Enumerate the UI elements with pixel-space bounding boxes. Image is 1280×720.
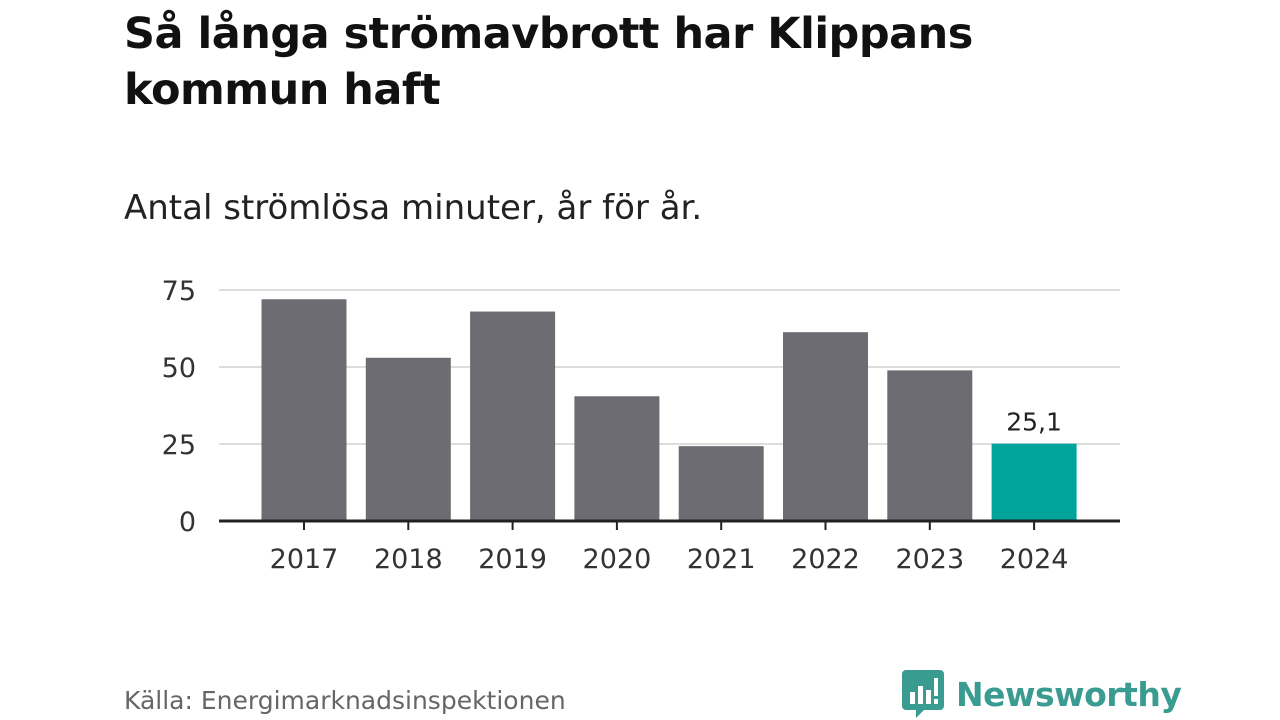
bar-2019 [470,311,556,521]
y-tick-label: 75 [162,276,196,307]
bar-2017 [261,299,347,521]
bar-2022 [783,332,868,521]
newsworthy-logo-icon [902,670,944,718]
x-tick-label: 2020 [583,544,652,575]
bar-chart: 0 25 50 75 2017 2018 2019 2020 2021 2022 2023 2024 2… [162,276,1120,575]
data-label: 25,1 [1006,408,1062,437]
x-tick-label: 2018 [374,544,443,575]
x-tick-label: 2019 [478,544,547,575]
bars [261,299,1077,521]
labels: 0 25 50 75 2017 2018 2019 2020 2021 2022 2023 2024 2… [162,276,1069,575]
brand-name: Newsworthy [956,674,1182,714]
y-tick-label: 0 [179,507,196,538]
bar-2018 [365,357,451,521]
chart-title: Så långa strömavbrott har Klippans kommu… [124,9,973,115]
x-tick-label: 2024 [1000,544,1069,575]
chart-subtitle: Antal strömlösa minuter, år för år. [124,188,703,228]
grid-lines [219,289,1120,445]
x-tick-label: 2021 [687,544,756,575]
bar-2024 [991,443,1077,521]
x-tick-label: 2017 [270,544,339,575]
x-tick-label: 2022 [791,544,860,575]
axes [219,519,1120,530]
brand: Newsworthy [902,670,1182,718]
x-tick-label: 2023 [895,544,964,575]
y-tick-label: 50 [162,353,196,384]
bar-2023 [887,370,973,521]
y-tick-label: 25 [162,430,196,461]
source-note: Källa: Energimarknadsinspektionen [124,686,566,715]
bar-2020 [574,396,660,521]
bar-2021 [678,446,764,521]
